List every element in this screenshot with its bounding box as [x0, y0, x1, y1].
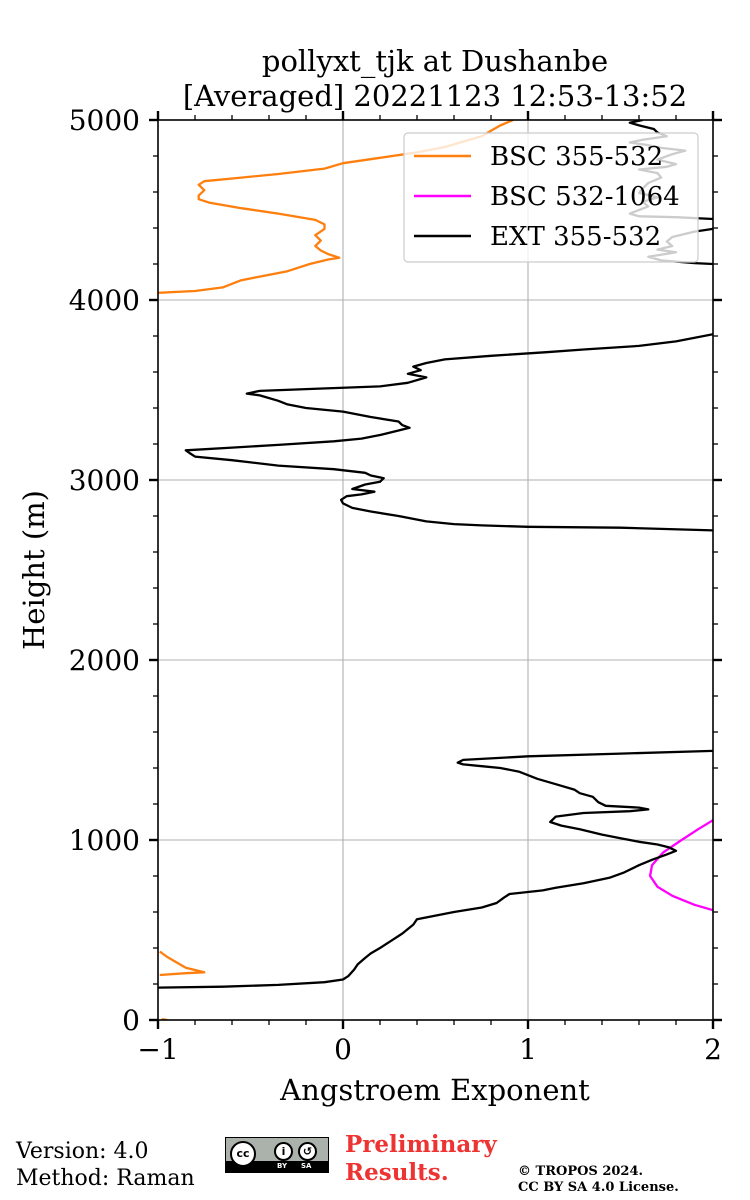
chart-title-line1: pollyxt_tjk at Dushanbe	[262, 44, 608, 79]
share-alike-icon: ↺	[298, 1142, 317, 1161]
y-axis-label: Height (m)	[17, 490, 51, 650]
series-line-bsc-355-532	[159, 950, 206, 977]
copyright-line1: © TROPOS 2024.	[518, 1164, 644, 1179]
preliminary-line2: Results.	[345, 1159, 449, 1186]
badge-sa-label: SA	[301, 1162, 312, 1170]
badge-by-label: BY	[277, 1162, 288, 1170]
y-tick-label: 1000	[69, 824, 140, 857]
y-tick-label: 0	[122, 1004, 140, 1037]
preliminary-results: Preliminary Results.	[345, 1131, 497, 1187]
cc-license-badge: cc i ↺ BY SA	[225, 1137, 329, 1173]
series-line-bsc-532-1064	[648, 819, 713, 912]
legend-label: BSC 355-532	[490, 142, 663, 172]
footer-info: Version: 4.0 Method: Raman	[16, 1138, 195, 1192]
legend-label: BSC 532-1064	[490, 182, 680, 212]
attribution-icon: i	[274, 1142, 293, 1161]
grid-lines	[158, 120, 713, 1020]
y-tick-label: 3000	[69, 464, 140, 497]
badge-band	[226, 1161, 328, 1172]
series-line-ext-355-532	[158, 749, 713, 989]
x-tick-label: 0	[334, 1033, 352, 1066]
cc-logo-icon: cc	[230, 1141, 256, 1167]
version-text: Version: 4.0	[16, 1139, 149, 1164]
copyright-line2: CC BY SA 4.0 License.	[518, 1180, 679, 1195]
y-tick-label: 2000	[69, 644, 140, 677]
x-tick-label: −1	[137, 1033, 178, 1066]
copyright-notice: © TROPOS 2024. CC BY SA 4.0 License.	[518, 1164, 679, 1196]
chart-title-line2: [Averaged] 20221123 12:53-13:52	[183, 79, 687, 113]
preliminary-line1: Preliminary	[345, 1131, 497, 1158]
legend-label: EXT 355-532	[490, 222, 661, 252]
y-tick-label: 4000	[69, 284, 140, 317]
legend-box	[403, 132, 699, 263]
x-tick-label: 1	[519, 1033, 537, 1066]
x-tick-label: 2	[704, 1033, 722, 1066]
y-tick-label: 5000	[69, 104, 140, 137]
series-line-ext-355-532	[184, 333, 713, 532]
legend: BSC 355-532 BSC 532-1064 EXT 355-532	[403, 132, 699, 263]
x-axis-label: Angstroem Exponent	[279, 1073, 590, 1107]
method-text: Method: Raman	[16, 1166, 195, 1191]
plot-frame	[157, 119, 714, 1021]
